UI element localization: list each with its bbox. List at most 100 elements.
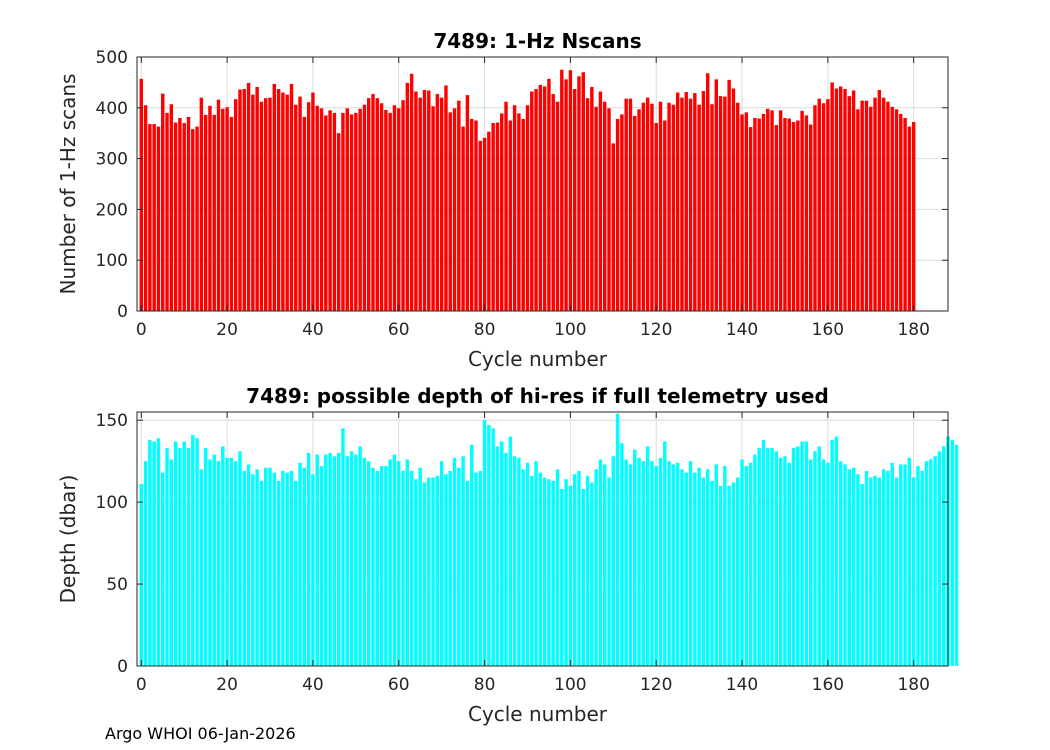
- bottom-bar-cycle-112: [620, 443, 624, 666]
- bottom-bar-cycle-166: [851, 467, 856, 666]
- top-bar-cycle-94: [542, 86, 547, 312]
- top-bar-cycle-37: [298, 96, 302, 312]
- bottom-bar-cycle-48: [345, 456, 349, 666]
- top-bar-cycle-69: [435, 94, 440, 311]
- bottom-bar-cycle-141: [744, 466, 749, 666]
- bottom-bar-cycle-77: [469, 444, 474, 666]
- top-bar-cycle-177: [899, 113, 903, 312]
- top-bar-cycle-130: [697, 104, 701, 311]
- bottom-bar-cycle-17: [212, 454, 216, 666]
- top-y-tick-label: 500: [96, 48, 128, 68]
- bottom-bar-cycle-25: [246, 464, 251, 666]
- bottom-bar-cycle-42: [319, 466, 324, 666]
- bottom-bar-cycle-139: [736, 477, 740, 666]
- top-bar-cycle-111: [615, 118, 620, 311]
- top-bar-cycle-104: [585, 98, 590, 312]
- bottom-bar-cycle-121: [658, 457, 663, 666]
- bottom-bar-cycle-95: [547, 479, 551, 666]
- top-bar-cycle-167: [856, 109, 860, 311]
- bottom-x-tick-label: 180: [897, 675, 929, 695]
- bottom-bar-cycle-133: [710, 480, 714, 666]
- bottom-bar-cycle-175: [890, 462, 894, 666]
- top-bar-cycle-58: [388, 112, 392, 311]
- bottom-bar-cycle-174: [886, 470, 890, 666]
- top-bar-cycle-4: [156, 126, 161, 311]
- bottom-bar-cycle-161: [830, 439, 834, 666]
- bottom-bar-cycle-108: [603, 464, 607, 666]
- top-x-tick-label: 80: [474, 320, 496, 340]
- top-bar-cycle-51: [358, 108, 362, 311]
- top-bar-cycle-19: [221, 108, 225, 311]
- top-bar-cycle-151: [787, 118, 791, 311]
- top-bar-cycle-166: [851, 90, 856, 311]
- bottom-bar-cycle-125: [675, 462, 680, 666]
- top-bar-cycle-141: [744, 112, 749, 312]
- bottom-bar-cycle-19: [221, 446, 225, 666]
- bottom-bar-cycle-187: [941, 446, 946, 666]
- bottom-bar-cycle-55: [375, 470, 380, 666]
- bottom-bar-cycle-46: [336, 452, 341, 666]
- bottom-bar-cycle-51: [358, 446, 362, 666]
- bottom-bar-cycle-156: [808, 459, 813, 666]
- bottom-bar-cycle-47: [341, 428, 345, 666]
- top-bar-cycle-67: [427, 90, 431, 311]
- bottom-bar-cycle-98: [560, 489, 564, 666]
- bottom-bar-cycle-154: [800, 441, 804, 666]
- bottom-bar-cycle-27: [255, 469, 259, 666]
- top-bar-cycle-49: [349, 114, 354, 312]
- top-bar-cycle-179: [907, 126, 912, 311]
- top-bar-cycle-71: [444, 85, 448, 311]
- bottom-bar-cycle-147: [770, 448, 774, 666]
- bottom-y-tick-label: 0: [117, 657, 128, 677]
- bottom-bar-cycle-86: [508, 436, 513, 666]
- bottom-bar-cycle-173: [881, 469, 886, 666]
- top-bar-cycle-91: [530, 91, 534, 311]
- top-bar-cycle-41: [315, 105, 319, 312]
- top-bar-cycle-18: [216, 99, 221, 311]
- bottom-bar-cycle-176: [894, 477, 899, 666]
- bottom-bar-cycle-185: [933, 456, 937, 666]
- bottom-bar-cycle-186: [937, 451, 942, 666]
- top-bar-cycle-66: [422, 90, 427, 312]
- bottom-bar-cycle-103: [581, 489, 585, 666]
- top-bar-cycle-13: [195, 126, 199, 311]
- top-bar-cycle-180: [911, 122, 916, 312]
- bottom-bar-cycle-100: [568, 485, 573, 666]
- top-bar-cycle-50: [354, 112, 358, 311]
- top-x-tick-label: 20: [216, 320, 238, 340]
- bottom-bar-cycle-82: [491, 428, 495, 666]
- bottom-bar-cycle-162: [834, 436, 839, 666]
- top-bar-cycle-29: [264, 98, 268, 312]
- top-bar-cycle-150: [783, 117, 787, 312]
- top-bar-cycle-146: [766, 108, 770, 311]
- bottom-bar-cycle-101: [572, 474, 577, 666]
- top-bar-cycle-68: [431, 106, 435, 311]
- bottom-bar-cycle-151: [787, 462, 791, 666]
- bottom-bar-cycle-182: [920, 470, 924, 666]
- top-bar-cycle-39: [306, 102, 311, 312]
- top-bar-cycle-154: [800, 110, 804, 311]
- bottom-bar-cycle-45: [332, 456, 337, 666]
- top-bar-cycle-110: [611, 143, 616, 311]
- top-bar-cycle-178: [903, 117, 907, 312]
- top-bar-cycle-144: [757, 118, 761, 311]
- top-bar-cycle-54: [371, 94, 375, 311]
- top-bar-cycle-170: [869, 106, 873, 311]
- top-bar-cycle-147: [770, 110, 774, 311]
- top-bar-cycle-76: [465, 95, 470, 311]
- bottom-bar-cycle-29: [264, 467, 268, 666]
- bottom-bar-cycle-58: [388, 459, 392, 666]
- bottom-bar-cycle-160: [826, 462, 830, 666]
- top-bar-cycle-162: [834, 88, 839, 311]
- top-bar-cycle-142: [748, 127, 753, 311]
- top-bar-cycle-65: [418, 97, 422, 311]
- top-bar-cycle-99: [564, 79, 568, 311]
- top-bar-cycle-64: [414, 91, 418, 311]
- bottom-bar-cycle-137: [727, 485, 731, 666]
- top-y-tick-label: 100: [96, 251, 128, 271]
- bottom-bar-cycle-44: [328, 452, 332, 666]
- top-bar-cycle-20: [225, 107, 229, 311]
- bottom-bar-cycle-171: [873, 475, 877, 666]
- top-bar-cycle-165: [847, 96, 852, 312]
- bottom-bar-cycle-143: [753, 454, 757, 666]
